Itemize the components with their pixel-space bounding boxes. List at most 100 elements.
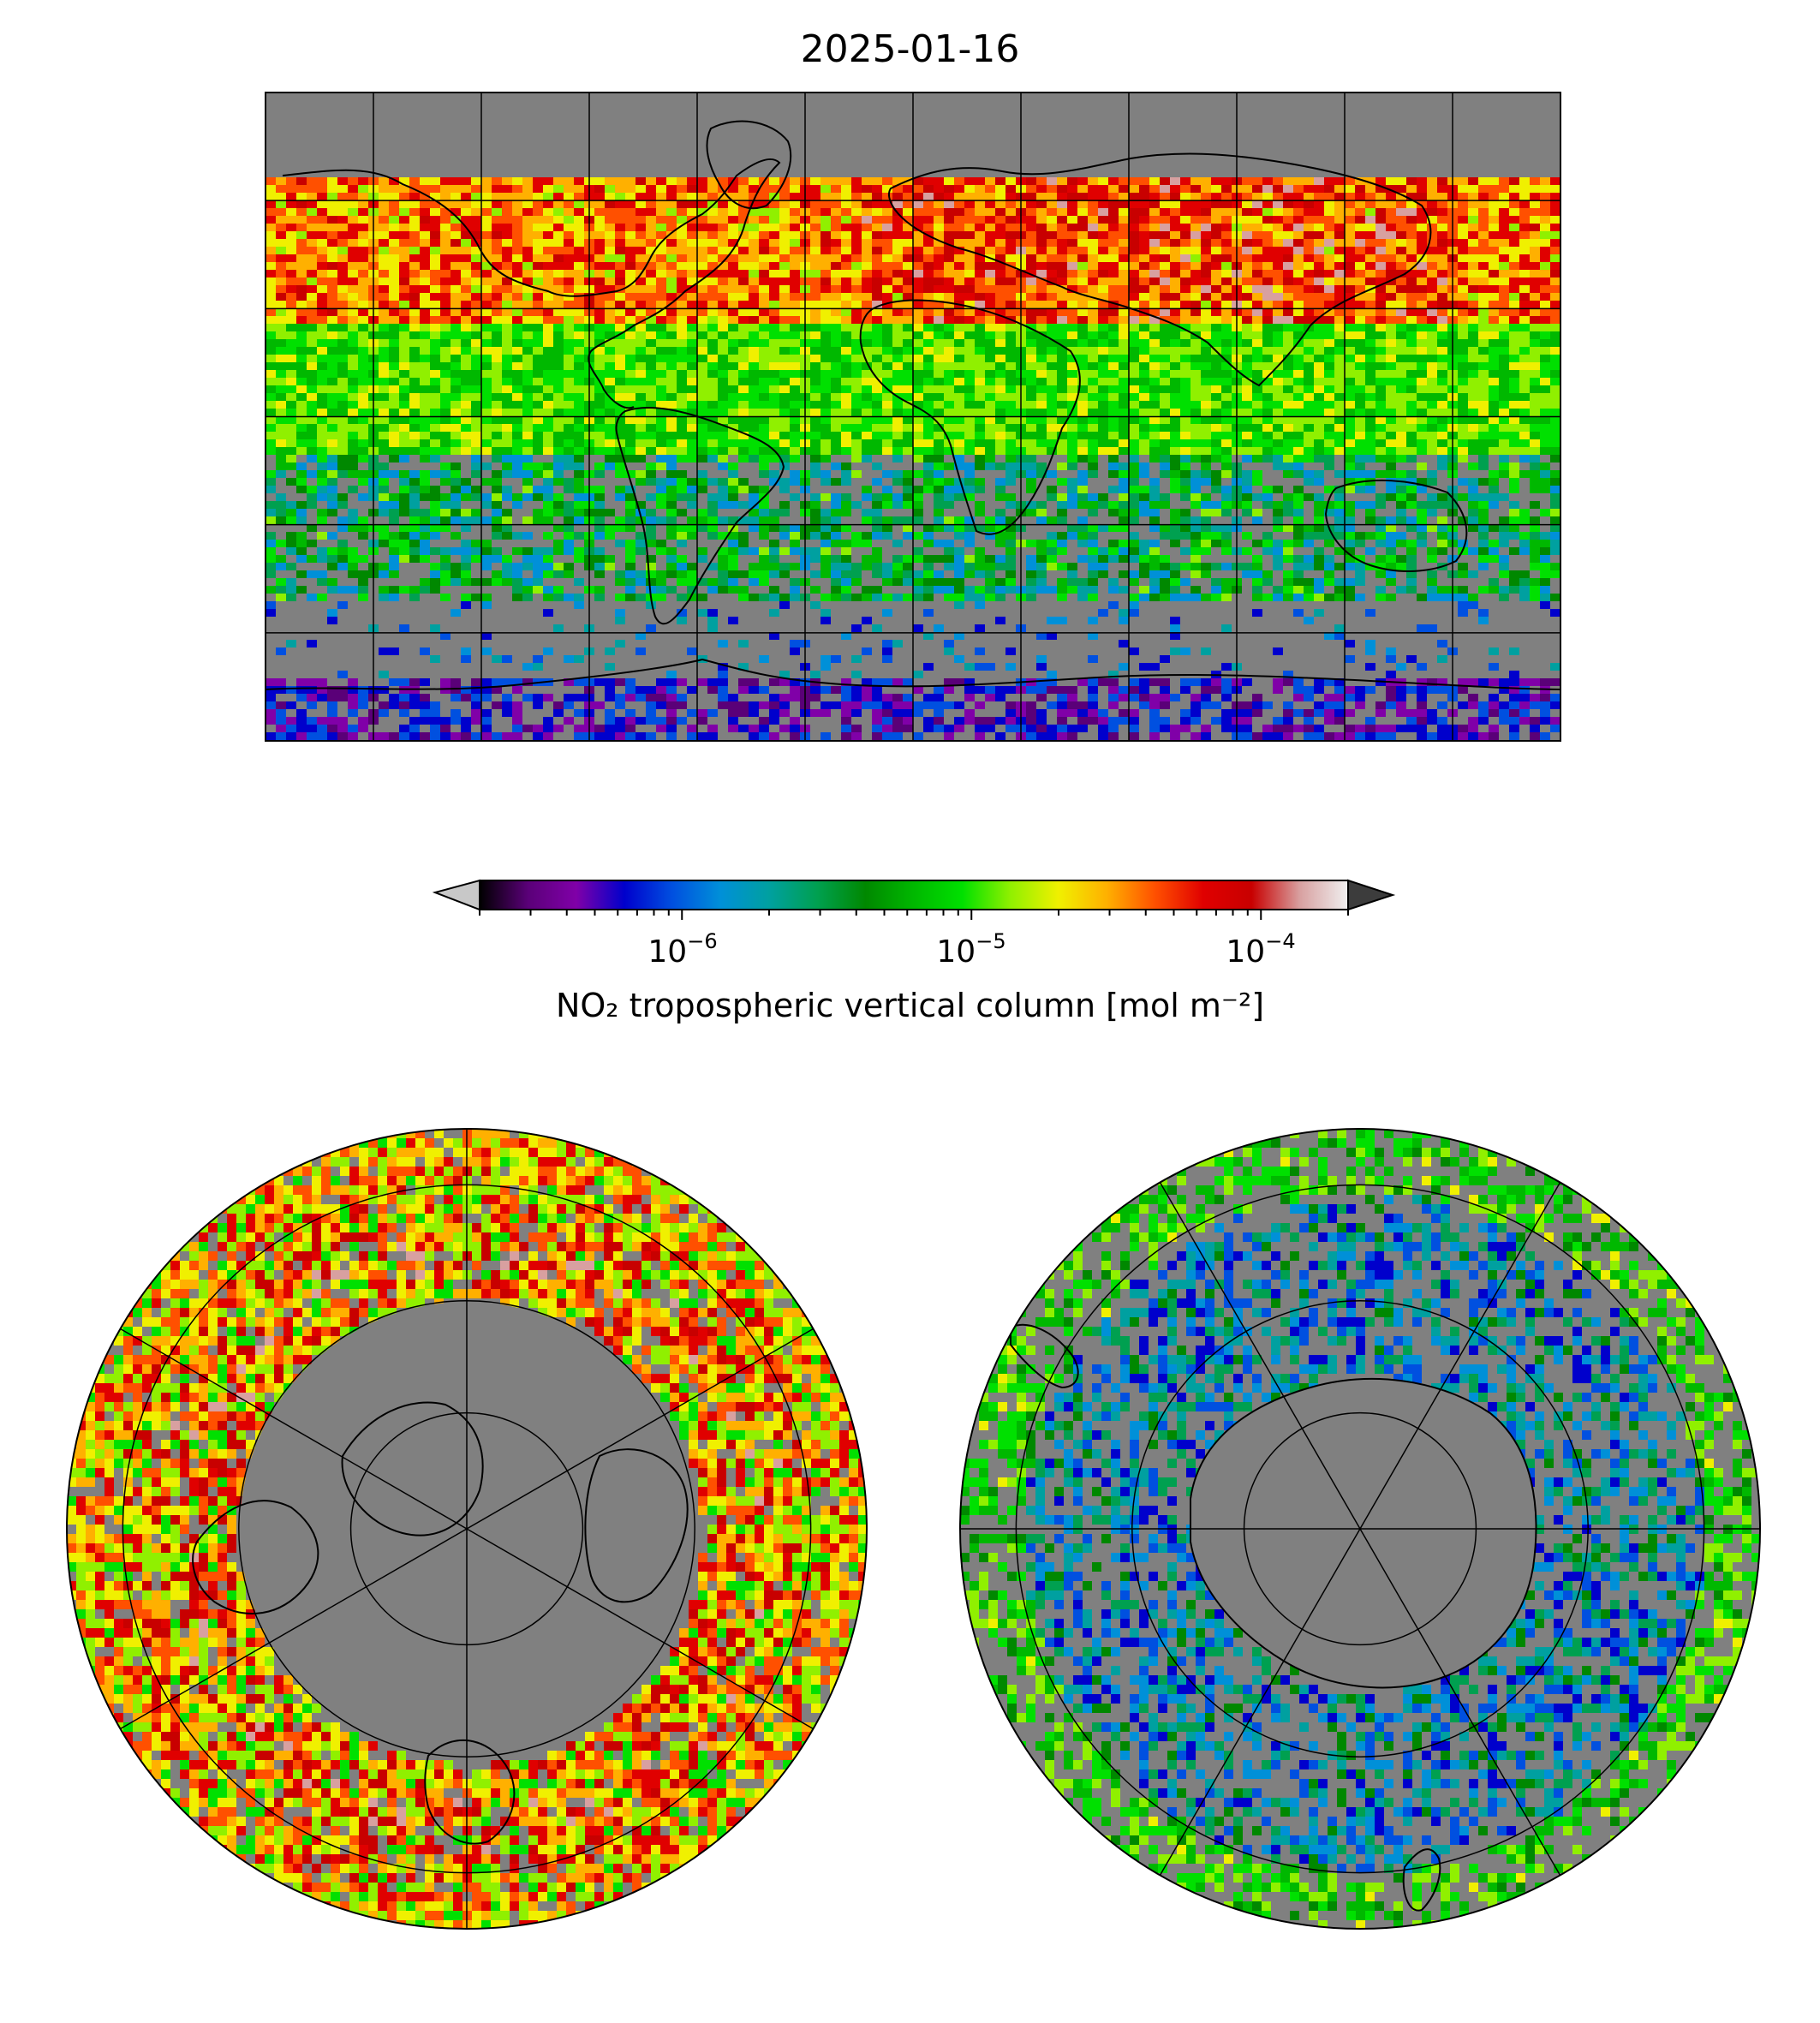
- global-cell: [625, 370, 636, 378]
- global-cell: [1201, 231, 1211, 239]
- global-cell: [851, 331, 862, 339]
- global-cell: [522, 416, 533, 424]
- global-cell: [1365, 308, 1375, 316]
- global-cell: [420, 432, 430, 439]
- global-cell: [1180, 378, 1190, 385]
- global-cell: [831, 393, 841, 401]
- global-cell: [944, 231, 954, 239]
- global-cell: [923, 254, 934, 262]
- global-cell: [1283, 393, 1293, 401]
- global-cell: [1088, 401, 1098, 409]
- global-cell: [625, 216, 636, 224]
- global-cell: [1355, 393, 1365, 401]
- global-cell: [677, 439, 687, 447]
- global-cell: [779, 270, 790, 277]
- global-cell: [296, 254, 307, 262]
- global-cell: [636, 277, 646, 285]
- global-cell: [769, 401, 779, 409]
- global-cell: [1355, 347, 1365, 355]
- global-cell: [995, 478, 1005, 486]
- global-cell: [481, 424, 492, 432]
- global-cell: [327, 193, 337, 200]
- global-cell: [1478, 439, 1489, 447]
- global-cell: [389, 293, 399, 301]
- global-cell: [307, 254, 317, 262]
- global-cell: [697, 416, 707, 424]
- global-cell: [1478, 285, 1489, 293]
- global-cell: [779, 293, 790, 301]
- global-cell: [1180, 339, 1190, 347]
- global-cell: [358, 239, 368, 247]
- global-cell: [892, 470, 903, 478]
- global-cell: [266, 439, 276, 447]
- global-cell: [1160, 254, 1170, 262]
- global-cell: [1026, 316, 1036, 324]
- global-cell: [1355, 277, 1365, 285]
- global-cell: [677, 270, 687, 277]
- global-cell: [296, 216, 307, 224]
- global-cell: [451, 393, 461, 401]
- global-cell: [1005, 385, 1016, 393]
- global-cell: [1283, 439, 1293, 447]
- global-cell: [574, 493, 584, 501]
- global-cell: [687, 193, 697, 200]
- global-cell: [471, 224, 481, 231]
- global-cell: [1139, 424, 1149, 432]
- global-cell: [1458, 378, 1468, 385]
- global-cell: [1396, 285, 1406, 293]
- global-cell: [831, 270, 841, 277]
- global-cell: [358, 385, 368, 393]
- global-cell: [1026, 432, 1036, 439]
- global-cell: [553, 200, 564, 208]
- global-cell: [862, 370, 872, 378]
- global-cell: [1550, 277, 1560, 285]
- global-cell: [1540, 200, 1550, 208]
- global-cell: [872, 285, 882, 293]
- global-cell: [1386, 432, 1396, 439]
- global-cell: [697, 239, 707, 247]
- global-cell: [820, 208, 831, 216]
- global-cell: [399, 270, 409, 277]
- global-cell: [790, 478, 800, 486]
- global-cell: [1499, 308, 1509, 316]
- global-cell: [1129, 293, 1139, 301]
- global-cell: [492, 301, 502, 308]
- global-cell: [1468, 370, 1478, 378]
- global-cell: [430, 416, 440, 424]
- global-cell: [1314, 324, 1324, 331]
- global-cell: [646, 277, 656, 285]
- global-cell: [1067, 231, 1077, 239]
- global-cell: [636, 216, 646, 224]
- global-cell: [697, 270, 707, 277]
- global-cell: [1108, 216, 1119, 224]
- global-cell: [1304, 339, 1314, 347]
- global-cell: [1252, 432, 1262, 439]
- global-cell: [543, 301, 553, 308]
- global-cell: [1499, 231, 1509, 239]
- global-cell: [1201, 208, 1211, 216]
- global-cell: [625, 177, 636, 185]
- global-cell: [1149, 486, 1160, 493]
- global-cell: [882, 208, 892, 216]
- global-cell: [286, 270, 296, 277]
- global-cell: [862, 293, 872, 301]
- global-cell: [1077, 324, 1088, 331]
- global-cell: [594, 424, 605, 432]
- global-cell: [1211, 185, 1221, 193]
- global-cell: [553, 293, 564, 301]
- global-cell: [749, 424, 759, 432]
- global-cell: [944, 185, 954, 193]
- global-cell: [481, 239, 492, 247]
- global-cell: [1170, 208, 1180, 216]
- global-cell: [605, 416, 615, 424]
- global-cell: [749, 224, 759, 231]
- global-cell: [882, 447, 892, 455]
- global-cell: [379, 409, 389, 416]
- global-cell: [522, 462, 533, 470]
- global-cell: [1345, 285, 1355, 293]
- global-cell: [1519, 439, 1530, 447]
- global-cell: [307, 432, 317, 439]
- global-cell: [481, 370, 492, 378]
- global-cell: [543, 193, 553, 200]
- global-cell: [1468, 231, 1478, 239]
